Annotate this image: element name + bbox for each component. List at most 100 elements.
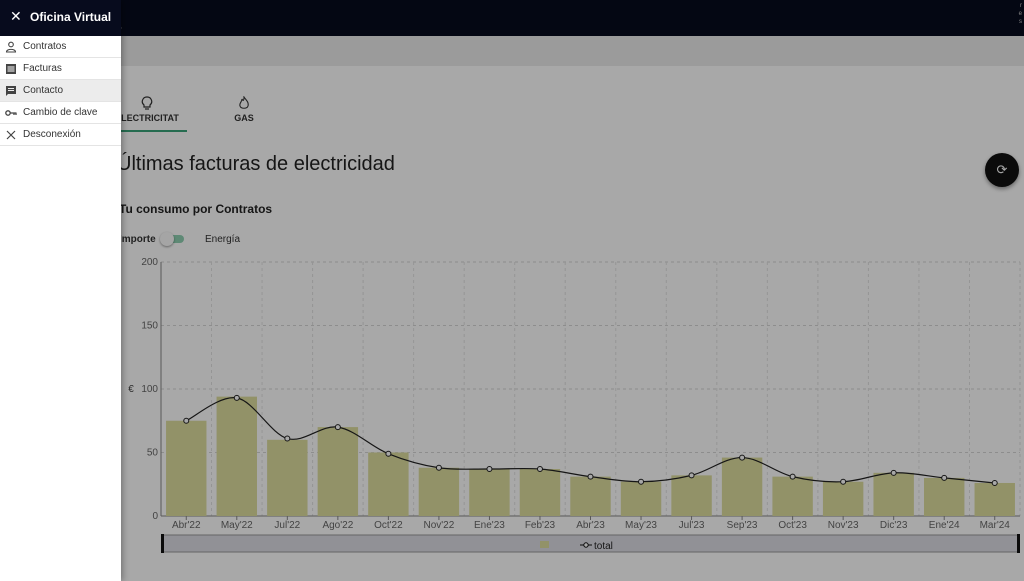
line-point xyxy=(941,474,948,481)
bar xyxy=(721,457,763,516)
bar xyxy=(469,469,510,516)
menu-item-label: Cambio de clave xyxy=(23,107,98,118)
x-tick-label: Jul'23 xyxy=(679,520,705,531)
menu-item-contacto[interactable]: Contacto xyxy=(0,80,121,102)
bar xyxy=(974,482,1015,516)
bar xyxy=(671,475,712,516)
x-tick-label: Abr'23 xyxy=(576,520,605,531)
line-point xyxy=(385,450,392,457)
line-point xyxy=(840,478,847,485)
line-point xyxy=(638,478,645,485)
refresh-icon: ⟳ xyxy=(996,162,1008,177)
range-handle-left xyxy=(161,534,164,553)
sub-header xyxy=(0,36,1024,66)
drawer-header: ✕ Oficina Virtual xyxy=(0,0,121,36)
bar xyxy=(166,420,207,516)
bar xyxy=(368,452,409,516)
x-tick-label: Nov'22 xyxy=(423,520,454,531)
menu-item-desconexion[interactable]: Desconexión xyxy=(0,124,121,146)
tab-electricitat-label: ELECTRICITAT xyxy=(115,113,179,123)
menu-item-label: Contacto xyxy=(23,85,64,96)
close-drawer-icon[interactable]: ✕ xyxy=(10,8,22,24)
bar xyxy=(822,481,864,516)
bar xyxy=(418,467,460,516)
menu-item-cambio-de-clave[interactable]: Cambio de clave xyxy=(0,102,121,124)
document-icon xyxy=(6,64,16,74)
x-tick-label: Nov'23 xyxy=(828,520,859,531)
refresh-button[interactable]: ⟳ xyxy=(985,153,1019,187)
x-tick-label: May'22 xyxy=(221,520,253,531)
menu-item-facturas[interactable]: Facturas xyxy=(0,58,121,80)
line-point xyxy=(284,435,291,442)
line-point xyxy=(486,466,493,473)
header-user-info: r e s xyxy=(1018,3,1022,25)
range-handle-right xyxy=(1017,534,1020,553)
x-tick-label: Oct'22 xyxy=(374,520,403,531)
y-tick-label: 200 xyxy=(141,257,158,268)
section-title: Tu consumo por Contratos xyxy=(119,202,273,216)
bar xyxy=(873,472,914,516)
line-point xyxy=(435,464,442,471)
line-point xyxy=(587,473,594,480)
x-tick-label: Ene'24 xyxy=(929,520,960,531)
lightbulb-icon xyxy=(141,96,153,110)
tab-electricitat[interactable]: ELECTRICITAT xyxy=(107,96,187,132)
bar xyxy=(216,396,258,516)
menu-item-contratos[interactable]: Contratos xyxy=(0,36,121,58)
tab-gas-label: GAS xyxy=(234,113,254,123)
x-tick-label: Abr'22 xyxy=(172,520,201,531)
x-tick-label: Ago'22 xyxy=(322,520,353,531)
y-tick-label: 100 xyxy=(141,384,158,395)
line-point xyxy=(890,469,897,476)
menu-item-label: Desconexión xyxy=(23,129,81,140)
app-header: a r e s xyxy=(0,0,1024,36)
line-point xyxy=(739,454,746,461)
bar xyxy=(317,427,359,516)
page-title: Últimas facturas de electricidad xyxy=(117,153,395,175)
x-tick-label: Feb'23 xyxy=(525,520,556,531)
line-point xyxy=(991,479,998,486)
line-point xyxy=(789,473,796,480)
side-drawer: ✕ Oficina Virtual Contratos Facturas Con… xyxy=(0,0,121,581)
line-point xyxy=(233,394,240,401)
legend-label-total: total xyxy=(594,541,613,552)
close-icon xyxy=(6,130,16,140)
line-point xyxy=(536,466,543,473)
toggle-label-energia: Energía xyxy=(205,234,241,245)
line-point xyxy=(183,417,190,424)
menu-item-label: Facturas xyxy=(23,63,62,74)
x-tick-label: Sep'23 xyxy=(727,520,758,531)
x-tick-label: Oct'23 xyxy=(778,520,807,531)
x-tick-label: Jul'22 xyxy=(274,520,300,531)
y-tick-label: 50 xyxy=(147,448,159,459)
line-point xyxy=(334,424,341,431)
chat-icon xyxy=(6,86,16,96)
key-icon xyxy=(5,110,17,116)
x-tick-label: Ene'23 xyxy=(474,520,505,531)
bar xyxy=(772,476,813,516)
flame-icon xyxy=(239,96,249,109)
drawer-title: Oficina Virtual xyxy=(30,10,112,24)
toggle-knob[interactable] xyxy=(160,232,174,246)
menu-item-label: Contratos xyxy=(23,41,67,52)
toggle-track[interactable] xyxy=(164,235,184,243)
bar xyxy=(267,439,308,516)
tab-gas[interactable]: GAS xyxy=(204,96,284,132)
y-tick-label: 150 xyxy=(141,321,158,332)
x-tick-label: Dic'23 xyxy=(880,520,908,531)
x-tick-label: May'23 xyxy=(625,520,657,531)
legend-line-marker xyxy=(583,542,589,548)
y-axis-label: € xyxy=(128,384,134,395)
bar xyxy=(923,477,965,516)
bar xyxy=(519,469,561,516)
legend-bar-swatch xyxy=(540,541,549,548)
y-tick-label: 0 xyxy=(152,511,158,522)
line-point xyxy=(688,472,695,479)
bar xyxy=(620,481,662,516)
bar xyxy=(570,476,611,516)
x-tick-label: Mar'24 xyxy=(980,520,1011,531)
toggle-label-importe: Importe xyxy=(119,234,156,245)
person-icon xyxy=(5,41,17,53)
